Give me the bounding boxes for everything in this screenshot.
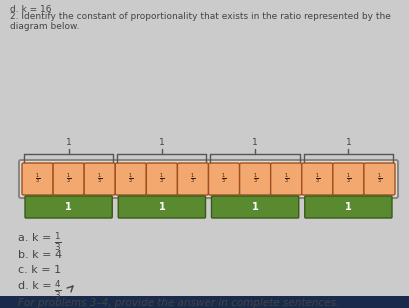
- Text: $\frac{1}{3}$: $\frac{1}{3}$: [252, 172, 257, 186]
- Text: For problems 3–4, provide the answer in complete sentences.: For problems 3–4, provide the answer in …: [18, 298, 338, 308]
- Text: $\frac{1}{3}$: $\frac{1}{3}$: [66, 172, 71, 186]
- FancyBboxPatch shape: [304, 196, 391, 218]
- FancyBboxPatch shape: [118, 196, 205, 218]
- Text: b. k = 4: b. k = 4: [18, 250, 62, 260]
- FancyBboxPatch shape: [208, 163, 239, 195]
- Text: 1: 1: [345, 138, 351, 147]
- Text: $\frac{1}{3}$: $\frac{1}{3}$: [54, 231, 61, 253]
- FancyBboxPatch shape: [211, 196, 298, 218]
- Text: 2. Identify the constant of proportionality that exists in the ratio represented: 2. Identify the constant of proportional…: [10, 12, 390, 31]
- Text: 1: 1: [65, 138, 71, 147]
- FancyBboxPatch shape: [53, 163, 84, 195]
- FancyBboxPatch shape: [25, 196, 112, 218]
- Text: $\frac{1}{3}$: $\frac{1}{3}$: [159, 172, 164, 186]
- Text: $\frac{1}{3}$: $\frac{1}{3}$: [221, 172, 226, 186]
- FancyBboxPatch shape: [115, 163, 146, 195]
- FancyBboxPatch shape: [22, 163, 53, 195]
- Text: 1: 1: [65, 202, 72, 212]
- Text: 1: 1: [251, 202, 258, 212]
- Text: d. k =: d. k =: [18, 281, 55, 291]
- FancyBboxPatch shape: [270, 163, 301, 195]
- Text: $\frac{1}{3}$: $\frac{1}{3}$: [314, 172, 319, 186]
- Text: $\frac{1}{3}$: $\frac{1}{3}$: [283, 172, 288, 186]
- Text: $\frac{4}{3}$: $\frac{4}{3}$: [54, 279, 61, 301]
- FancyBboxPatch shape: [19, 160, 397, 198]
- Text: $\frac{1}{3}$: $\frac{1}{3}$: [345, 172, 350, 186]
- Text: 1: 1: [252, 138, 257, 147]
- Text: $\frac{1}{3}$: $\frac{1}{3}$: [190, 172, 195, 186]
- Text: $\frac{1}{3}$: $\frac{1}{3}$: [97, 172, 102, 186]
- FancyBboxPatch shape: [146, 163, 177, 195]
- Text: 1: 1: [344, 202, 351, 212]
- Text: $\frac{1}{3}$: $\frac{1}{3}$: [128, 172, 133, 186]
- FancyBboxPatch shape: [301, 163, 332, 195]
- Text: $\frac{1}{3}$: $\frac{1}{3}$: [35, 172, 40, 186]
- Text: c. k = 1: c. k = 1: [18, 265, 61, 275]
- Text: 1: 1: [158, 202, 165, 212]
- FancyBboxPatch shape: [84, 163, 115, 195]
- FancyBboxPatch shape: [239, 163, 270, 195]
- Text: d. k = 16: d. k = 16: [10, 5, 52, 14]
- FancyBboxPatch shape: [363, 163, 394, 195]
- Bar: [0, 296, 409, 308]
- FancyBboxPatch shape: [332, 163, 363, 195]
- FancyBboxPatch shape: [177, 163, 208, 195]
- Text: a. k =: a. k =: [18, 233, 55, 243]
- Text: 1: 1: [159, 138, 164, 147]
- Text: $\frac{1}{3}$: $\frac{1}{3}$: [376, 172, 381, 186]
